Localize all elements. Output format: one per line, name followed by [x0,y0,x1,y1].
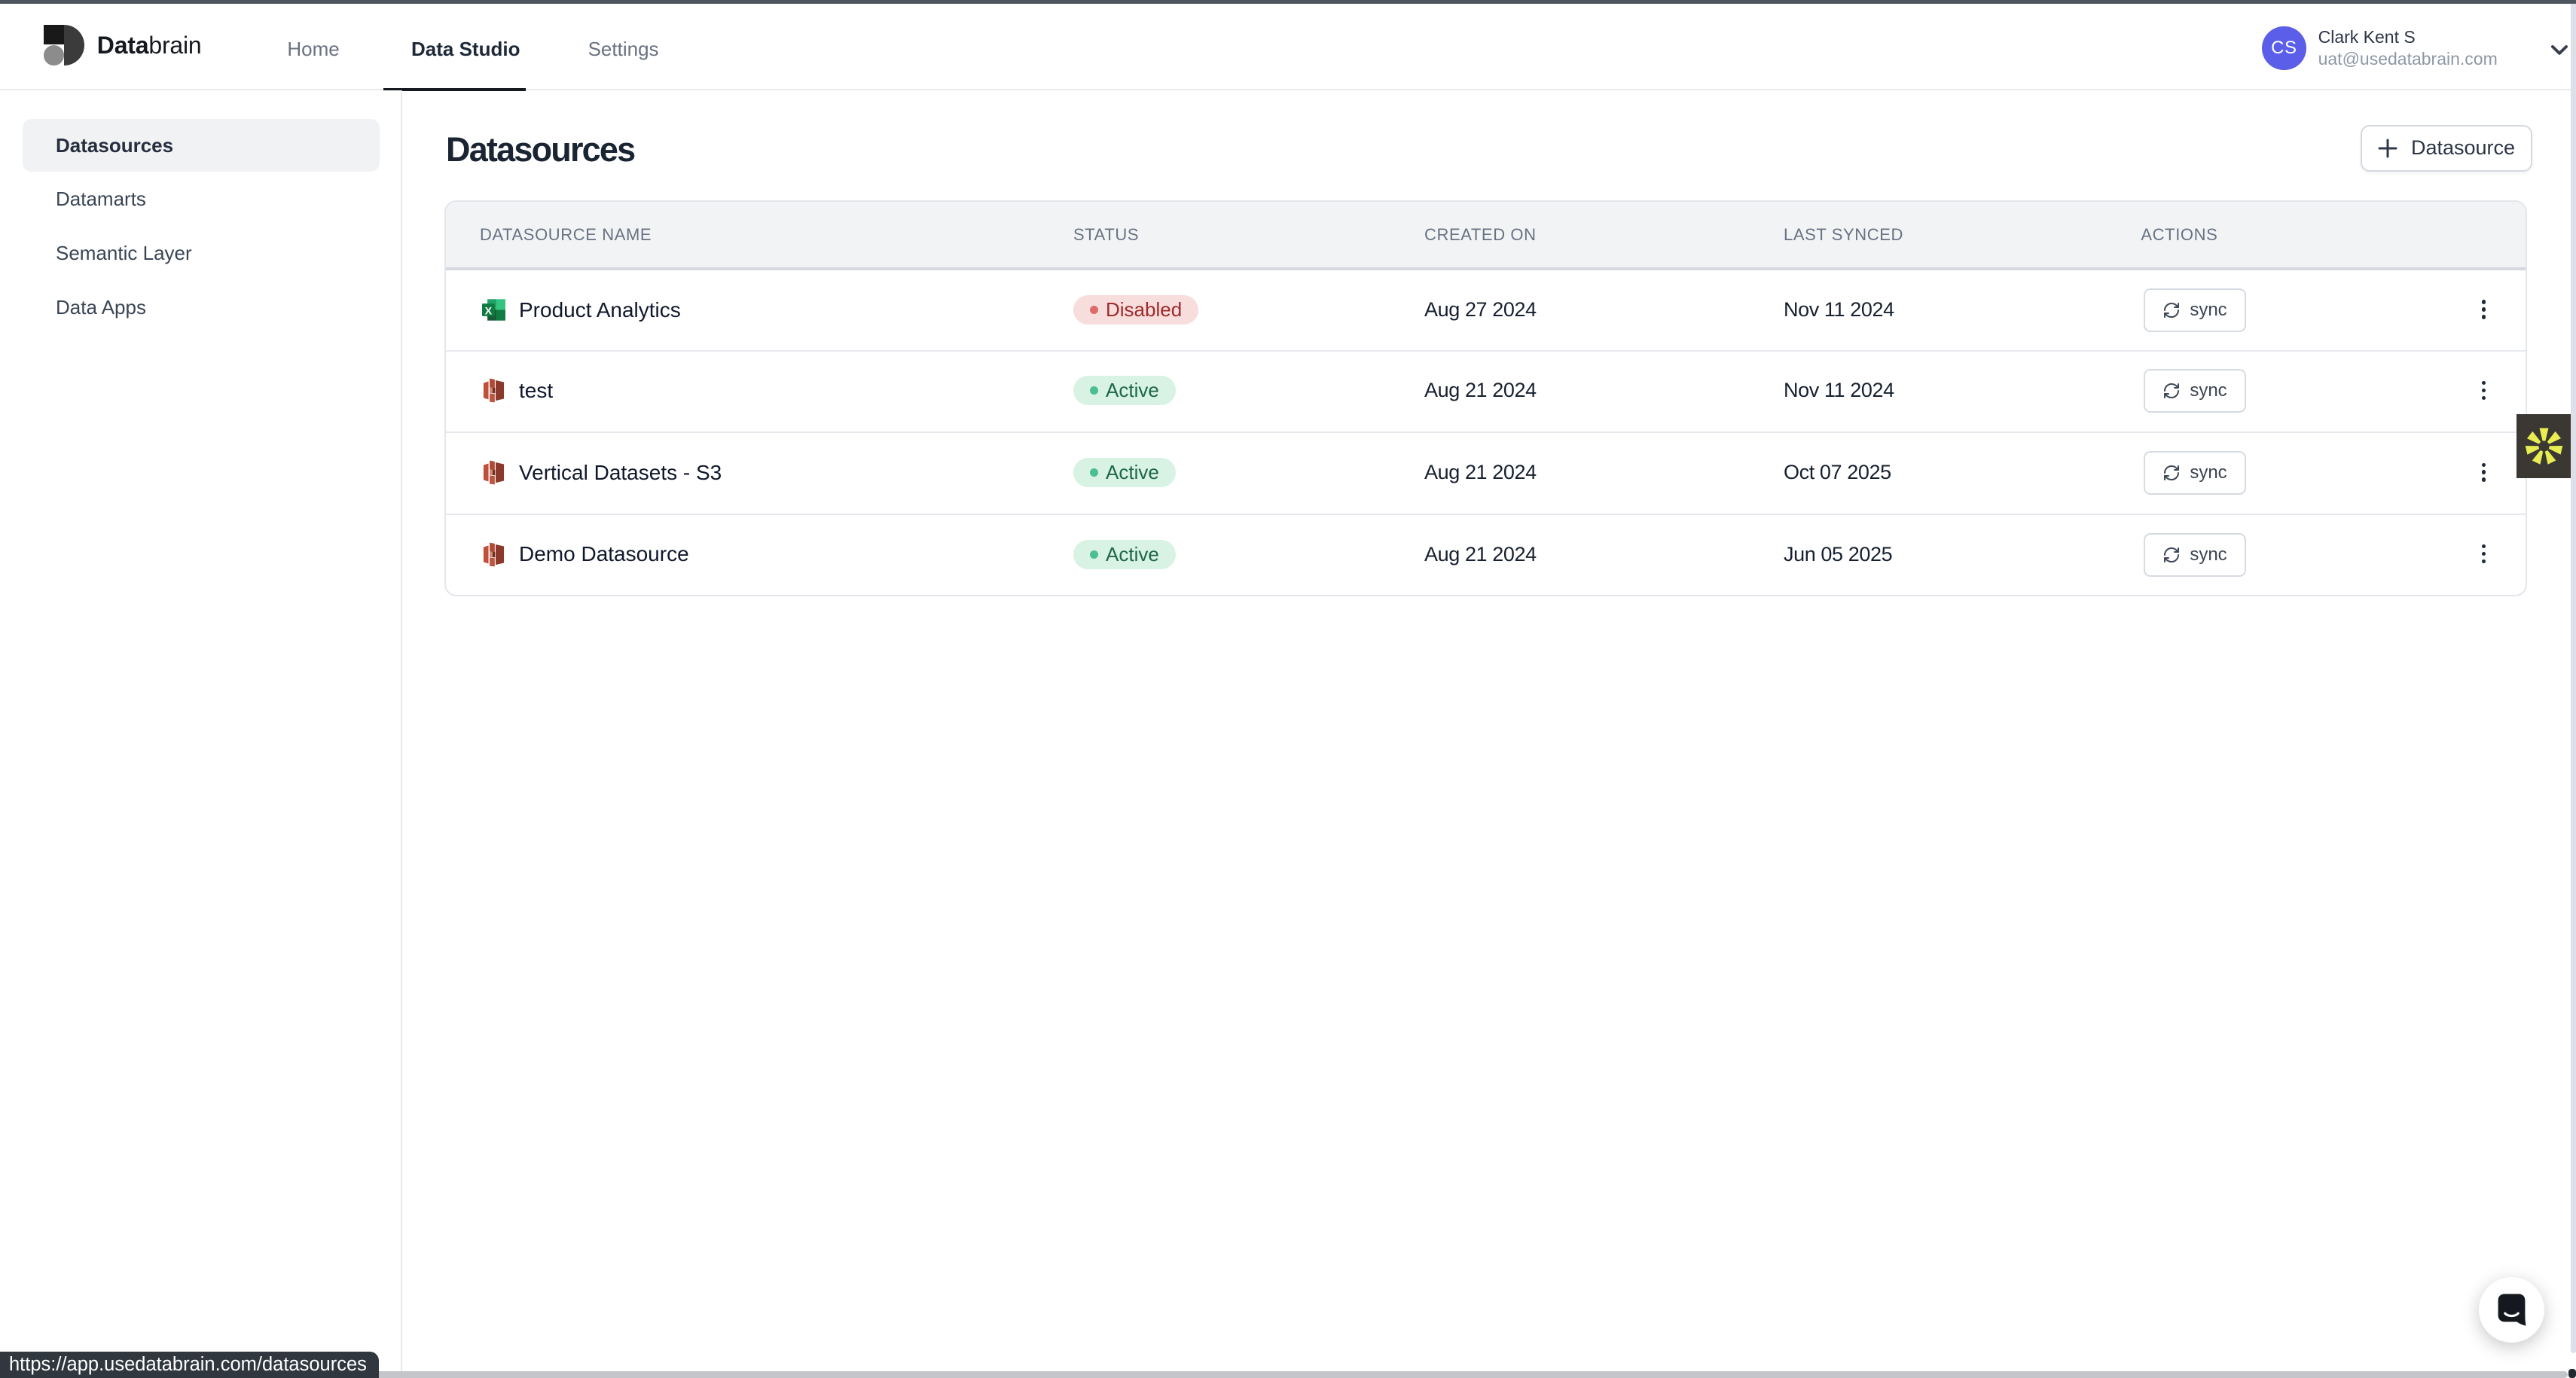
svg-text:X: X [485,306,493,318]
